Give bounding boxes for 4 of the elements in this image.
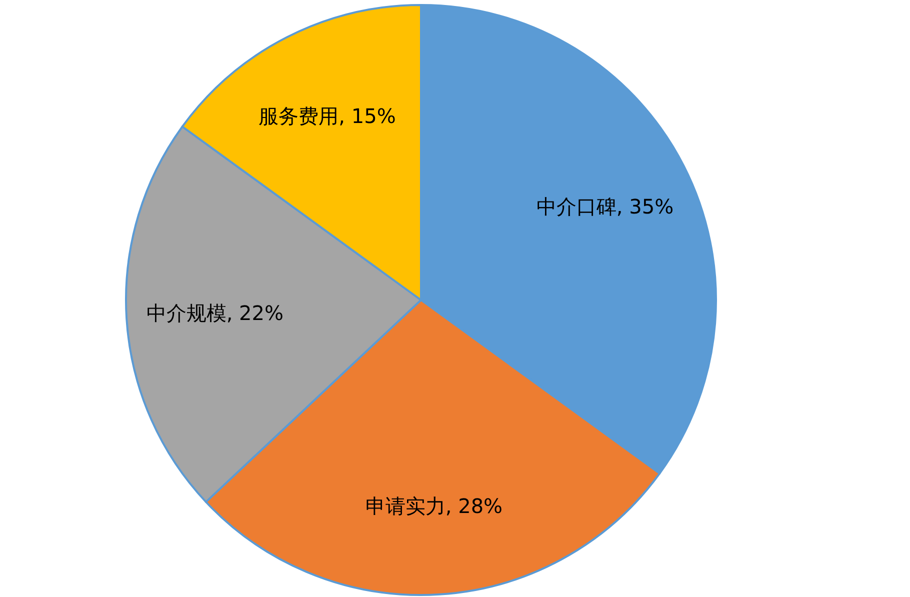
slice-label: 服务费用, 15% [258,104,396,128]
slice-label: 中介规模, 22% [146,300,284,325]
slice-label: 申请实力, 28% [365,494,503,518]
slice-label: 中介口碑, 35% [536,194,674,218]
